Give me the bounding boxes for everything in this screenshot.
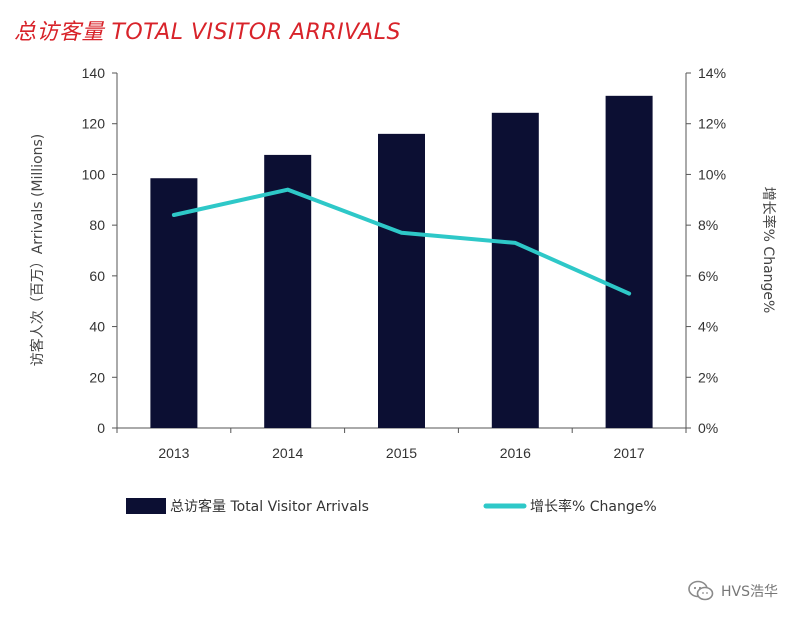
bar: [605, 95, 653, 429]
legend-bar-swatch: [126, 498, 166, 514]
left-tick-label: 100: [82, 166, 106, 182]
x-tick-label: 2013: [158, 445, 189, 461]
left-tick-label: 0: [97, 420, 105, 436]
legend-line-label: 增长率% Change%: [530, 498, 657, 515]
bar: [150, 178, 198, 428]
right-tick-label: 8%: [698, 217, 718, 233]
right-axis-ticks: 0% 2% 4% 6% 8% 10% 12% 14%: [686, 65, 726, 436]
left-tick-label: 20: [89, 369, 105, 385]
legend: 总访客量 Total Visitor Arrivals 增长率% Change%: [126, 498, 657, 515]
right-tick-label: 12%: [698, 116, 726, 132]
x-tick-label: 2014: [272, 445, 303, 461]
chart-title: 总访客量 TOTAL VISITOR ARRIVALS: [14, 20, 401, 45]
x-axis-labels: 2013 2014 2015 2016 2017: [116, 428, 687, 461]
bar: [378, 133, 425, 428]
legend-bar-label: 总访客量 Total Visitor Arrivals: [170, 498, 369, 515]
right-tick-label: 2%: [698, 369, 718, 385]
left-tick-label: 60: [89, 268, 105, 284]
x-tick-label: 2015: [386, 445, 417, 461]
watermark-text: HVS浩华: [721, 584, 778, 600]
wechat-icon: [687, 580, 715, 602]
left-axis-ticks: 0 20 40 60 80 100 120 140: [82, 65, 117, 436]
right-tick-label: 6%: [698, 268, 718, 284]
change-line: [171, 187, 632, 296]
left-tick-label: 120: [82, 116, 106, 132]
left-tick-label: 40: [89, 319, 105, 335]
bar-series: [150, 95, 653, 429]
x-tick-label: 2016: [500, 445, 531, 461]
bar: [264, 154, 312, 428]
right-tick-label: 10%: [698, 166, 726, 182]
right-tick-label: 0%: [698, 420, 718, 436]
bar: [491, 112, 539, 428]
right-axis-title: 增长率% Change%: [760, 187, 777, 314]
x-tick-label: 2017: [614, 445, 645, 461]
left-tick-label: 80: [89, 217, 105, 233]
right-tick-label: 4%: [698, 319, 718, 335]
left-tick-label: 140: [82, 65, 106, 81]
right-tick-label: 14%: [698, 65, 726, 81]
left-axis-title: 访客人次（百万）Arrivals (Millions): [29, 134, 46, 367]
watermark: HVS浩华: [687, 580, 778, 602]
